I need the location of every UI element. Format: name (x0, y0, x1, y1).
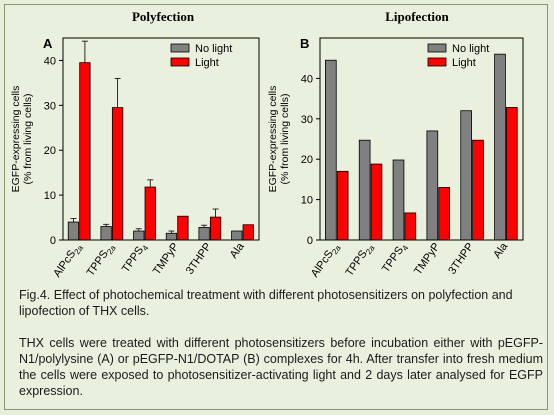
legend-swatch-b-1 (427, 57, 447, 67)
bar-a-nolight-4 (198, 227, 210, 241)
ylabel-line1-b: EGFP-expressing cells (267, 86, 279, 193)
xtick-sub-b-1: 2a (364, 243, 377, 256)
legend-swatch-b-0 (427, 43, 447, 53)
ytick-label-a-10: 10 (44, 190, 56, 202)
xtick-label-a-0: AlPcS2a (51, 240, 85, 280)
bar-b-nolight-1 (358, 139, 371, 241)
xtick-sub-a-1: 2a (105, 243, 118, 256)
ytick-label-b-20: 20 (301, 154, 313, 166)
bar-a-nolight-3 (165, 232, 178, 241)
panel-label-a: A (43, 36, 53, 51)
legend-label-b-1: Light (452, 57, 476, 69)
xtick-label-b-0: AlPcS2a (309, 240, 343, 280)
bar-b-light-3 (438, 187, 450, 241)
xtick-label-a-3: TMPyP (151, 241, 182, 277)
legend-swatch-a-0 (170, 43, 190, 53)
bar-b-light-1 (370, 163, 383, 241)
ytick-label-a-40: 40 (44, 55, 56, 67)
legend-label-b-0: No light (452, 43, 489, 55)
chart-lipofection: 0 10 20 30 40 B EGFP-expressing cells (% from l… (267, 36, 524, 281)
xtick-label-b-5: Ala (491, 240, 510, 261)
xtick-sub-a-0: 2a (73, 243, 86, 256)
plot-frame-a (62, 37, 260, 241)
bar-b-nolight-0 (325, 59, 337, 241)
panel-a-title: Polyfection (132, 9, 195, 24)
xtick-label-a-2: TPPS4 (120, 240, 151, 276)
ytick-label-a-30: 30 (44, 100, 56, 112)
panel-b-title: Lipofection (385, 9, 449, 24)
ytick-label-b-30: 30 (301, 114, 313, 126)
bar-a-light-4 (209, 216, 222, 241)
xtick-label-a-4: 3THPP (184, 241, 214, 277)
xtick-label-a-5: Ala (228, 240, 247, 261)
xtick-sub-a-2: 4 (140, 243, 150, 252)
figure-svg: Polyfection Lipofection 010203040AEGFP-e… (10, 9, 524, 281)
bar-b-light-5 (506, 107, 518, 241)
legend-label-a-0: No light (195, 43, 232, 55)
bar-a-light-3 (177, 215, 189, 241)
xtick-label-a-1: TPPS2a (85, 240, 118, 279)
bar-b-light-4 (472, 139, 484, 241)
ylabel-line2-b: (% from living cells) (279, 93, 291, 184)
bar-a-nolight-1 (100, 226, 112, 241)
ylabel-line2-a: (% from living cells) (22, 93, 34, 184)
xtick-label-b-3: TMPyP (412, 241, 443, 277)
bar-b-nolight-2 (392, 159, 405, 241)
bar-a-light-1 (111, 107, 124, 241)
legend-swatch-a-1 (170, 57, 190, 67)
ytick-label-b-10: 10 (301, 195, 313, 207)
panel-label-b: B (300, 36, 309, 51)
xtick-sub-b-0: 2a (330, 243, 343, 256)
bar-a-light-5 (242, 224, 254, 241)
bar-a-light-2 (144, 186, 156, 241)
figure-frame: Polyfection Lipofection 0 10 20 30 40 A EGFP-e… (4, 4, 548, 410)
bar-a-nolight-2 (133, 230, 145, 241)
xtick-sub-b-2: 4 (400, 243, 410, 252)
xtick-label-b-4: 3THPP (446, 241, 476, 277)
bar-b-nolight-3 (426, 130, 439, 241)
xtick-label-b-1: TPPS2a (343, 240, 376, 279)
xtick-label-b-2: TPPS4 (380, 240, 411, 276)
ytick-label-a-20: 20 (44, 145, 56, 157)
figure-caption: Fig.4. Effect of photochemical treatment… (19, 287, 543, 399)
bar-a-nolight-0 (67, 221, 80, 241)
ytick-label-a-0: 0 (50, 235, 56, 247)
bar-b-nolight-5 (494, 53, 506, 241)
ytick-label-b-40: 40 (301, 73, 313, 85)
bar-a-nolight-5 (231, 230, 243, 241)
bar-b-light-0 (336, 170, 349, 241)
ytick-label-b-0: 0 (307, 235, 313, 247)
legend-label-a-1: Light (195, 57, 219, 69)
bar-b-light-2 (404, 212, 417, 241)
plot-frame-b (319, 37, 524, 241)
bar-a-light-0 (79, 62, 91, 241)
bar-b-nolight-4 (460, 110, 472, 241)
ylabel-line1-a: EGFP-expressing cells (10, 86, 22, 193)
caption-body: THX cells were treated with different ph… (19, 336, 543, 398)
caption-title: Fig.4. Effect of photochemical treatment… (19, 288, 513, 318)
chart-polyfection: 0 10 20 30 40 A EGFP-expressing cells (% from l… (10, 36, 260, 281)
